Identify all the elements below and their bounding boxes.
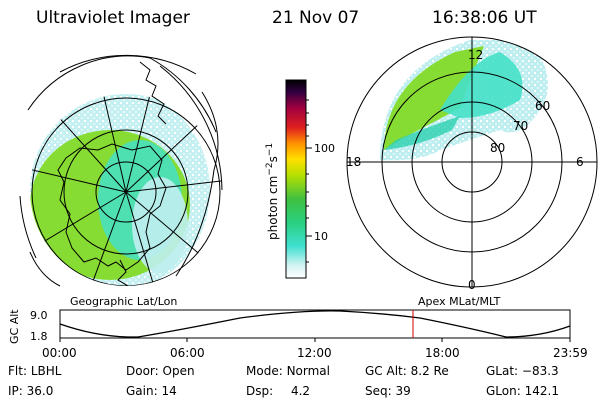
header-date: 21 Nov 07 (272, 8, 360, 28)
apex-aurora-cyan (440, 52, 523, 118)
colorbar-gradient (285, 79, 307, 279)
apex-mlt-12: 12 (468, 48, 483, 62)
altitude-timeline: GC Alt 9.0 1.8 00:00 06:00 12:00 18:00 2… (8, 309, 588, 360)
header-title: Ultraviolet Imager (36, 8, 190, 28)
colorbar-label: photon cm−2s−1 (265, 143, 280, 240)
geo-aurora-edge (132, 177, 188, 273)
apex-aurora-green (384, 46, 484, 150)
apex-panel: 12 18 6 0 60 70 80 (346, 36, 598, 292)
apex-mlt-0: 0 (468, 278, 476, 292)
timeline-xtick-1: 06:00 (170, 346, 205, 360)
info-glon: GLon: 142.1 (486, 384, 559, 398)
apex-lat-80: 80 (490, 141, 505, 155)
colorbar: 100 10 photon cm−2s−1 (265, 79, 335, 279)
header-time: 16:38:06 UT (432, 8, 537, 28)
geo-peninsula (117, 259, 129, 286)
info-dsp: Dsp: 4.2 (246, 384, 310, 398)
info-ip: IP: 36.0 (8, 384, 53, 398)
info-seq: Seq: 39 (365, 384, 411, 398)
info-mode: Mode: Normal (246, 364, 330, 378)
geo-panel (19, 54, 223, 287)
info-gain: Gain: 14 (126, 384, 177, 398)
geo-coast-fragment (139, 61, 167, 125)
timeline-frame (59, 309, 571, 339)
geo-panel-label: Geographic Lat/Lon (70, 295, 178, 308)
apex-lat-70: 70 (513, 119, 528, 133)
timeline-xtick-2: 12:00 (297, 346, 332, 360)
info-gcalt: GC Alt: 8.2 Re (365, 364, 449, 378)
timeline-xtick-0: 00:00 (42, 346, 77, 360)
apex-mlt-6: 6 (576, 155, 584, 169)
timeline-ylabel: GC Alt (8, 309, 21, 344)
timeline-xtick-3: 18:00 (425, 346, 460, 360)
timeline-ytick-top: 9.0 (30, 309, 48, 322)
info-table: Flt: LBHL Door: Open Mode: Normal GC Alt… (8, 364, 559, 398)
info-glat: GLat: −83.3 (486, 364, 559, 378)
colorbar-tick-100: 100 (314, 142, 335, 155)
timeline-ytick-bottom: 1.8 (30, 330, 48, 343)
altitude-curve (59, 310, 571, 338)
colorbar-tick-10: 10 (314, 230, 328, 243)
timeline-xtick-4: 23:59 (553, 346, 588, 360)
apex-lat-60: 60 (535, 99, 550, 113)
info-flt: Flt: LBHL (8, 364, 62, 378)
apex-panel-label: Apex MLat/MLT (418, 295, 501, 308)
info-door: Door: Open (126, 364, 195, 378)
apex-mlt-18: 18 (346, 155, 361, 169)
